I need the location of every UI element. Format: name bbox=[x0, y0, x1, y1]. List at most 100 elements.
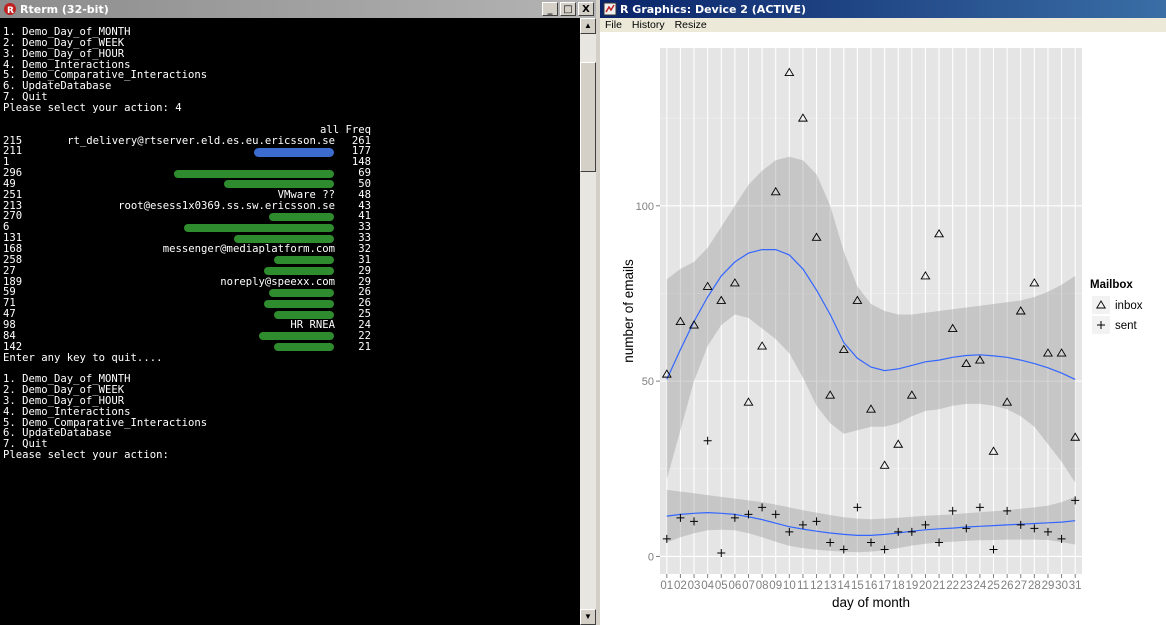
freq-value: 24 bbox=[358, 318, 371, 331]
x-tick-label: 12 bbox=[810, 580, 823, 592]
redaction-mark bbox=[274, 310, 334, 319]
sent-point bbox=[1043, 527, 1052, 536]
sent-point bbox=[935, 538, 944, 547]
row-id: 1 bbox=[3, 156, 10, 169]
rgraph-title-bar[interactable]: R Graphics: Device 2 (ACTIVE) bbox=[600, 0, 1166, 18]
sent-point bbox=[975, 503, 984, 512]
menu-line: 4. Demo_Interactions bbox=[3, 58, 131, 71]
menu-resize[interactable]: Resize bbox=[674, 19, 707, 31]
x-tick-label: 01 bbox=[660, 580, 673, 592]
r-graphics-icon bbox=[603, 2, 617, 16]
row-id: 98 bbox=[3, 318, 16, 331]
redaction-mark bbox=[224, 180, 334, 189]
inbox-point bbox=[838, 344, 849, 354]
sender-address: rt_delivery@rtserver.eld.es.eu.ericsson.… bbox=[67, 134, 335, 147]
inbox-point bbox=[1056, 348, 1067, 357]
scroll-down-icon[interactable]: ▼ bbox=[580, 609, 596, 625]
sender-address: root@esess1x0369.ss.sw.ericsson.se bbox=[118, 199, 335, 212]
inbox-point bbox=[961, 358, 972, 368]
sent-point bbox=[921, 520, 930, 529]
minimize-button[interactable]: _ bbox=[542, 2, 558, 16]
redaction-mark bbox=[264, 299, 334, 308]
menu-line: 6. UpdateDatabase bbox=[3, 427, 112, 440]
x-tick-label: 08 bbox=[756, 580, 769, 592]
sent-point bbox=[894, 527, 903, 536]
scroll-thumb[interactable] bbox=[580, 62, 596, 172]
x-tick-label: 15 bbox=[851, 580, 864, 592]
inbox-point bbox=[934, 228, 945, 238]
redaction-mark bbox=[174, 169, 334, 178]
x-tick-label: 13 bbox=[824, 580, 837, 592]
inbox-point bbox=[974, 355, 985, 364]
console-output[interactable]: 1. Demo_Day_of_MONTH 2. Demo_Day_of_WEEK 3… bbox=[0, 18, 580, 625]
rgraph-menu-bar: File History Resize bbox=[600, 18, 1166, 32]
maximize-button[interactable]: □ bbox=[560, 2, 576, 16]
sent-point bbox=[867, 538, 875, 547]
scroll-up-icon[interactable]: ▲ bbox=[580, 18, 596, 34]
row-id: 27 bbox=[3, 264, 16, 277]
x-tick-label: 24 bbox=[974, 580, 987, 592]
inbox-point bbox=[866, 404, 876, 413]
rterm-title-bar[interactable]: R Rterm (32-bit) _ □ X bbox=[0, 0, 596, 18]
inbox-point bbox=[1042, 348, 1053, 357]
sent-point bbox=[730, 513, 739, 522]
close-button[interactable]: X bbox=[578, 2, 594, 16]
menu-line: 5. Demo_Comparative_Interactions bbox=[3, 416, 208, 429]
sent-point bbox=[771, 510, 780, 519]
menu-line: 2. Demo_Day_of_WEEK bbox=[3, 36, 125, 49]
redaction-mark bbox=[274, 256, 334, 265]
sent-point bbox=[1030, 524, 1039, 533]
sent-point bbox=[948, 506, 957, 515]
r-app-icon: R bbox=[3, 2, 17, 16]
sent-point bbox=[703, 436, 712, 445]
sent-point bbox=[826, 538, 835, 547]
menu-line: 3. Demo_Day_of_HOUR bbox=[3, 47, 125, 60]
redaction-mark bbox=[269, 212, 334, 221]
inbox-point bbox=[1002, 397, 1013, 406]
freq-value: 26 bbox=[358, 297, 371, 310]
x-tick-label: 04 bbox=[701, 580, 714, 592]
redaction-mark bbox=[184, 223, 334, 232]
inbox-point bbox=[988, 446, 999, 455]
inbox-point bbox=[797, 113, 808, 122]
inbox-point bbox=[757, 341, 768, 350]
y-tick-label: 0 bbox=[648, 551, 654, 563]
sent-point bbox=[758, 503, 767, 512]
row-id: 251 bbox=[3, 188, 23, 201]
freq-value: 29 bbox=[358, 264, 371, 277]
row-id: 6 bbox=[3, 221, 10, 234]
sent-point bbox=[853, 503, 862, 512]
inbox-point bbox=[661, 369, 672, 378]
inbox-point bbox=[1015, 306, 1026, 315]
menu-history[interactable]: History bbox=[631, 19, 665, 31]
sent-point bbox=[1057, 534, 1066, 543]
redaction-mark bbox=[264, 267, 334, 276]
x-tick-label: 23 bbox=[960, 580, 973, 592]
x-tick-label: 11 bbox=[797, 580, 809, 592]
menu-file[interactable]: File bbox=[605, 19, 622, 31]
x-tick-label: 21 bbox=[933, 580, 946, 592]
row-id: 270 bbox=[3, 210, 23, 223]
inbox-point bbox=[784, 67, 795, 76]
action-prompt: Please select your action: bbox=[3, 449, 169, 462]
console-scrollbar[interactable]: ▲ ▼ bbox=[580, 18, 596, 625]
sent-point bbox=[880, 545, 889, 554]
sent-point bbox=[798, 520, 807, 529]
sent-legend-icon bbox=[1097, 321, 1105, 329]
menu-line: 7. Quit bbox=[3, 438, 48, 451]
inbox-point bbox=[702, 281, 713, 290]
inbox-point bbox=[920, 271, 931, 280]
x-tick-label: 25 bbox=[987, 580, 1000, 592]
sent-point bbox=[662, 534, 671, 543]
rgraph-title: R Graphics: Device 2 (ACTIVE) bbox=[620, 2, 807, 16]
freq-value: 33 bbox=[358, 221, 371, 234]
legend-key bbox=[1092, 296, 1110, 314]
x-tick-label: 14 bbox=[837, 580, 850, 592]
x-tick-label: 18 bbox=[892, 580, 905, 592]
x-tick-label: 02 bbox=[674, 580, 687, 592]
x-tick-label: 29 bbox=[1042, 580, 1055, 592]
row-id: 49 bbox=[3, 177, 16, 190]
rterm-title: Rterm (32-bit) bbox=[20, 2, 109, 16]
x-tick-label: 05 bbox=[715, 580, 728, 592]
freq-value: 22 bbox=[358, 329, 371, 342]
